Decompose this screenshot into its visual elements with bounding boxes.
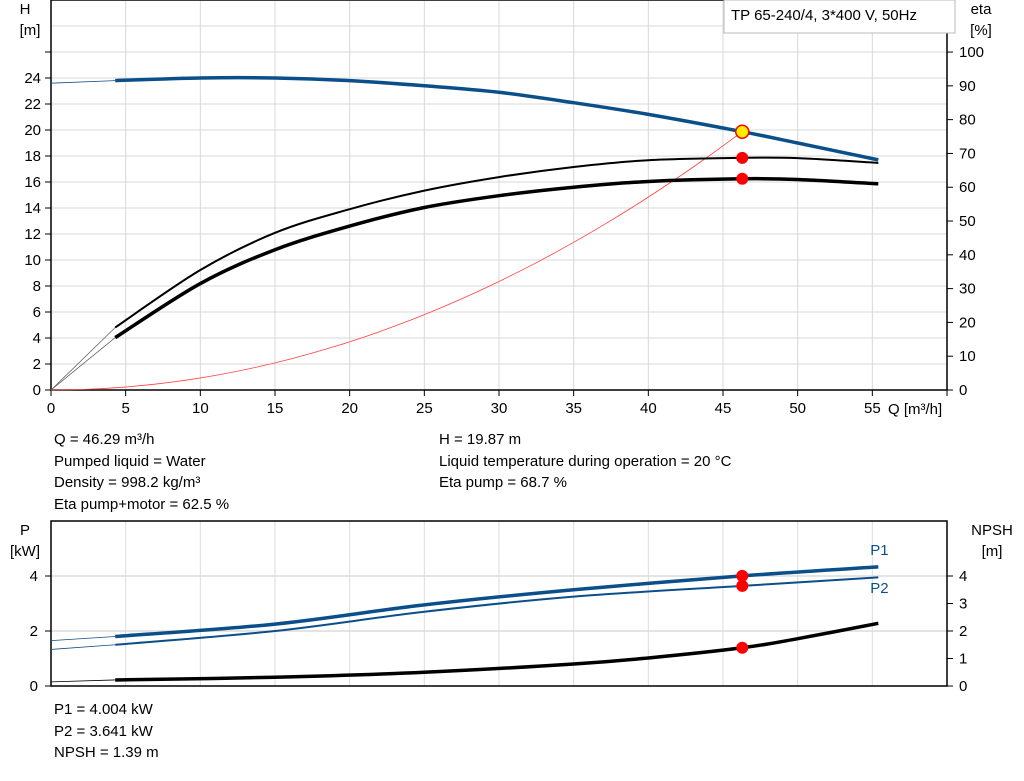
x-tick-label: 40	[640, 400, 657, 417]
y-tick-label: 18	[24, 148, 41, 165]
eta-pump-motor-extension-line	[50, 337, 116, 391]
system-curve	[50, 131, 743, 391]
p2-label: P2	[870, 580, 888, 597]
p2-extension-line	[50, 644, 116, 650]
p1-extension-line	[50, 636, 116, 642]
p1-curve	[115, 565, 879, 639]
head-extension-line	[50, 80, 116, 84]
y2-tick-label: 0	[959, 678, 967, 695]
duty-point-marker	[735, 124, 750, 139]
x-tick-label: 25	[416, 400, 433, 417]
x-tick-label: 35	[565, 400, 582, 417]
y-tick-label: 20	[24, 122, 41, 139]
info-p1: P1 = 4.004 kW	[54, 701, 153, 718]
y-tick-label: 6	[33, 304, 41, 321]
y2-axis-unit: [%]	[970, 22, 992, 39]
info-eta-pump: Eta pump = 68.7 %	[439, 474, 567, 491]
y2-tick-label: 100	[959, 44, 984, 61]
info-p2: P2 = 3.641 kW	[54, 722, 153, 740]
y-tick-label: 10	[24, 252, 41, 269]
info-top-left: Q = 46.29 m³/h Pumped liquid = Water Den…	[54, 429, 229, 515]
y-axis-unit: [kW]	[10, 543, 40, 560]
y2-tick-label: 1	[959, 651, 967, 668]
info-q: Q = 46.29 m³/h	[54, 431, 155, 448]
npsh-extension-line	[50, 679, 116, 683]
info-h: H = 19.87 m	[439, 431, 522, 448]
y2-tick-label: 20	[959, 314, 976, 331]
info-bottom: P1 = 4.004 kW P2 = 3.641 kW NPSH = 1.39 …	[54, 699, 159, 764]
y-axis-unit: [m]	[20, 22, 41, 39]
y-tick-label: 12	[24, 226, 41, 243]
head-curve	[115, 75, 879, 162]
y-axis-label: P	[20, 522, 30, 539]
y2-axis-unit: [m]	[982, 543, 1003, 560]
legend-box	[723, 0, 956, 34]
eta-pump-marker	[736, 151, 749, 164]
x-tick-label: 10	[192, 400, 209, 417]
y-tick-label: 8	[33, 278, 41, 295]
p1-marker	[736, 569, 749, 582]
p2-marker	[736, 579, 749, 592]
y2-tick-label: 50	[959, 213, 976, 230]
npsh-marker	[736, 641, 749, 654]
y-tick-label: 0	[30, 678, 38, 695]
y2-tick-label: 90	[959, 78, 976, 95]
x-tick-label: 45	[715, 400, 732, 417]
y2-axis-label: eta	[971, 1, 993, 18]
info-liquid: Pumped liquid = Water	[54, 452, 206, 470]
y-tick-label: 24	[24, 70, 41, 87]
x-tick-label: 55	[864, 400, 881, 417]
info-top-right: H = 19.87 m Liquid temperature during op…	[439, 429, 731, 494]
y-tick-label: 2	[30, 623, 38, 640]
npsh-curve	[115, 621, 879, 682]
eta-pump-curve	[114, 156, 879, 329]
x-tick-label: 30	[491, 400, 508, 417]
info-density: Density = 998.2 kg/m³	[54, 474, 201, 491]
y-axis-label: H	[20, 1, 31, 18]
y2-tick-label: 30	[959, 281, 976, 298]
y2-tick-label: 80	[959, 112, 976, 129]
x-tick-label: 15	[267, 400, 284, 417]
y-tick-label: 4	[33, 330, 41, 347]
p2-curve	[115, 576, 879, 646]
x-axis-label: Q [m³/h]	[888, 401, 942, 418]
info-eta-pump-motor: Eta pump+motor = 62.5 %	[54, 495, 230, 513]
x-tick-label: 50	[789, 400, 806, 417]
y-tick-label: 4	[30, 568, 38, 585]
y-tick-label: 0	[33, 382, 41, 399]
y2-tick-label: 40	[959, 247, 976, 264]
info-npsh: NPSH = 1.39 m	[54, 744, 159, 761]
eta-pump-motor-curve	[114, 176, 879, 340]
y-tick-label: 16	[24, 174, 41, 191]
y2-tick-label: 10	[959, 348, 976, 365]
p1-label: P1	[870, 542, 888, 559]
y-tick-label: 14	[24, 200, 41, 217]
y2-tick-label: 60	[959, 179, 976, 196]
y2-tick-label: 2	[959, 623, 967, 640]
eta-pump-extension-line	[50, 327, 116, 391]
y2-axis-label: NPSH	[971, 522, 1013, 539]
x-tick-label: 5	[121, 400, 129, 417]
y-tick-label: 2	[33, 356, 41, 373]
y-tick-label: 22	[24, 96, 41, 113]
eta-pump-motor-marker	[736, 172, 749, 185]
x-tick-label: 20	[341, 400, 358, 417]
y2-tick-label: 4	[959, 568, 967, 585]
legend-text: TP 65-240/4, 3*400 V, 50Hz	[731, 7, 917, 24]
info-temperature: Liquid temperature during operation = 20…	[439, 452, 732, 470]
x-tick-label: 0	[47, 400, 55, 417]
y2-tick-label: 70	[959, 145, 976, 162]
y2-tick-label: 3	[959, 596, 967, 613]
y2-tick-label: 0	[959, 382, 967, 399]
